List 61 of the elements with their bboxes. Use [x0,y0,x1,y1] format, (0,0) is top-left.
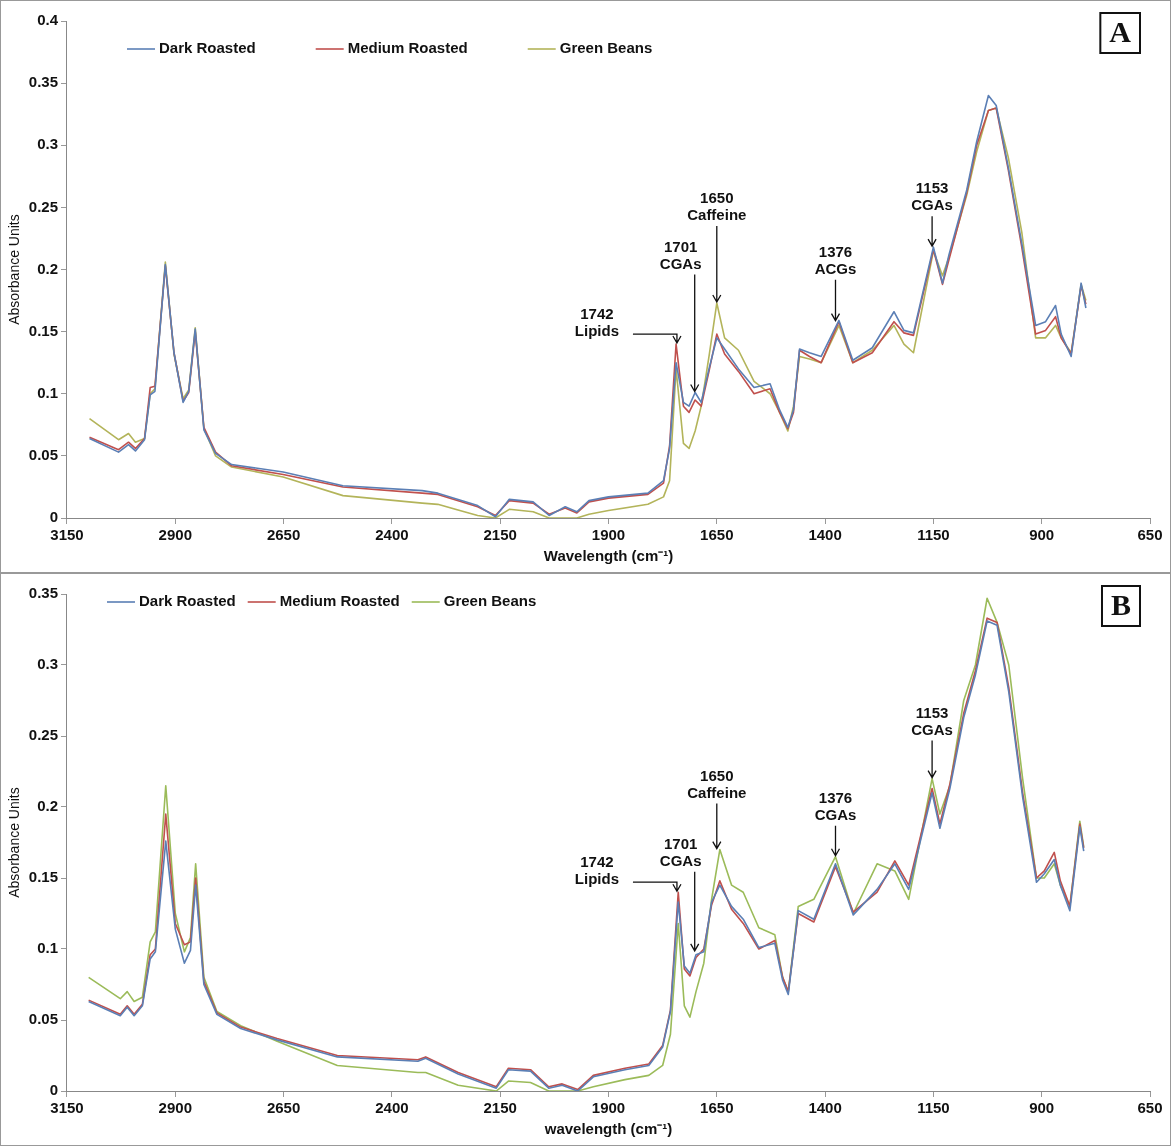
x-axis-title: wavelength (cm⁻¹) [543,1120,673,1138]
x-tick-label: 900 [1029,1099,1055,1117]
annotation: 1701 CGAs [659,834,702,869]
y-tick-label: 0.2 [37,797,58,815]
chart-title: B [1110,587,1131,621]
x-tick-label: 2900 [158,526,192,544]
legend-label: Medium Roasted [347,39,468,57]
x-tick-label: 1400 [808,1099,842,1117]
annotation: 1376 CGAs [814,788,857,823]
x-tick-label: 1400 [808,526,842,544]
x-tick-label: 2900 [158,1099,192,1117]
annotation: 1376 ACGs [814,242,857,277]
y-tick-label: 0.4 [37,11,59,29]
x-tick-label: 3150 [50,526,84,544]
y-tick-label: 0.1 [37,383,58,401]
x-tick-label: 1150 [917,1099,950,1117]
x-tick-label: 3150 [50,1099,84,1117]
x-tick-label: 1900 [591,1099,626,1117]
x-axis-title: Wavelength (cm⁻¹) [543,547,674,565]
y-tick-label: 0 [49,1081,58,1099]
y-tick-label: 0.15 [28,321,58,339]
x-tick-label: 2650 [266,526,301,544]
y-tick-label: 0.15 [28,868,58,886]
x-tick-label: 2400 [375,1099,409,1117]
y-tick-label: 0.3 [37,135,58,153]
x-tick-label: 1650 [700,1099,734,1117]
legend-label: Dark Roasted [158,39,256,57]
legend-label: Medium Roasted [279,592,400,610]
annotation: 1650 Caffeine [687,189,747,224]
y-tick-label: 0.3 [37,655,58,673]
x-tick-label: 1650 [700,526,734,544]
y-tick-label: 0.1 [37,939,58,957]
annotation: 1701 CGAs [659,237,702,272]
annotation: 1153 CGAs [911,179,953,214]
y-axis-title: Absorbance Units [6,214,23,325]
y-tick-label: 0.25 [28,726,58,744]
x-tick-label: 2650 [266,1099,301,1117]
x-tick-label: 900 [1029,526,1055,544]
annotation: 1742 Lipids [574,305,620,340]
annotation: 1650 Caffeine [687,766,747,801]
legend-label: Green Beans [559,39,653,57]
y-tick-label: 0.35 [28,73,58,91]
y-tick-label: 0.2 [37,259,58,277]
annotation: 1742 Lipids [574,853,620,888]
x-tick-label: 2400 [375,526,409,544]
y-tick-label: 0.05 [28,1010,58,1028]
x-tick-label: 1150 [917,526,950,544]
y-tick-label: 0.35 [28,584,58,602]
y-tick-label: 0.25 [28,197,58,215]
y-tick-label: 0.05 [28,446,58,464]
y-axis-title: Absorbance Units [6,787,23,898]
x-tick-label: 2150 [483,1099,517,1117]
y-tick-label: 0 [49,508,58,526]
x-tick-label: 650 [1137,526,1163,544]
legend-label: Green Beans [443,592,537,610]
x-tick-label: 650 [1137,1099,1163,1117]
x-tick-label: 2150 [483,526,517,544]
legend-label: Dark Roasted [138,592,236,610]
chart-title: A [1109,14,1132,48]
annotation: 1153 CGAs [911,703,953,738]
x-tick-label: 1900 [591,526,626,544]
